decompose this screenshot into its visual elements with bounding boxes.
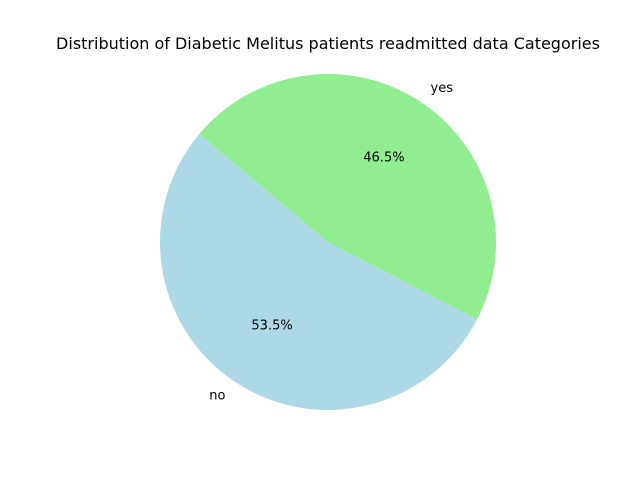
slice-percent-yes: 46.5% bbox=[363, 151, 404, 166]
pie: no 53.5% yes 46.5% bbox=[159, 73, 496, 410]
chart-title: Distribution of Diabetic Melitus patient… bbox=[56, 34, 600, 53]
slice-label-yes: yes bbox=[431, 81, 454, 96]
pie-slice-no bbox=[159, 134, 478, 410]
slice-percent-no: 53.5% bbox=[251, 318, 292, 333]
slice-label-no: no bbox=[209, 388, 225, 403]
pie-slice-yes bbox=[199, 73, 496, 320]
